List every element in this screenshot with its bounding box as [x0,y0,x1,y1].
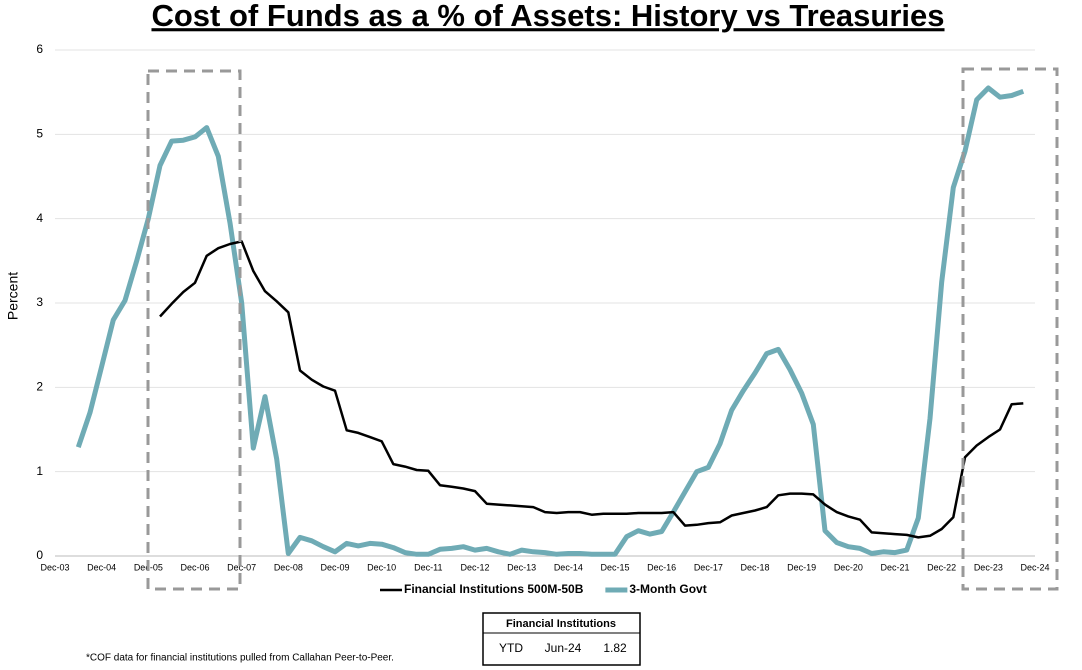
table-cell: YTD [499,641,523,655]
legend-label: Financial Institutions 500M-50B [404,582,584,596]
table-cell: 1.82 [603,641,627,655]
x-tick-label: Dec-21 [880,562,909,572]
x-tick-label: Dec-03 [40,562,69,572]
x-tick-label: Dec-16 [647,562,676,572]
x-tick-label: Dec-17 [694,562,723,572]
x-tick-label: Dec-07 [227,562,256,572]
x-tick-label: Dec-22 [927,562,956,572]
x-tick-label: Dec-24 [1020,562,1049,572]
x-tick-label: Dec-18 [740,562,769,572]
x-tick-label: Dec-12 [460,562,489,572]
data-table: Financial Institutions YTD Jun-24 1.82 [482,612,641,666]
x-tick-label: Dec-10 [367,562,396,572]
x-tick-label: Dec-14 [554,562,583,572]
y-tick-label: 5 [36,127,43,141]
y-tick-label: 0 [36,548,43,562]
y-tick-label: 3 [36,295,43,309]
legend: Financial Institutions 500M-50B 3-Month G… [380,582,707,596]
y-tick-label: 4 [36,211,43,225]
y-tick-label: 1 [36,464,43,478]
x-tick-label: Dec-13 [507,562,536,572]
x-tick-label: Dec-19 [787,562,816,572]
legend-label: 3-Month Govt [629,582,706,596]
footnote: *COF data for financial institutions pul… [86,653,394,664]
table-title: Financial Institutions [506,618,616,630]
series-line [159,240,1024,539]
x-tick-label: Dec-09 [320,562,349,572]
highlight-box [146,69,242,591]
chart-title: Cost of Funds as a % of Assets: History … [151,0,944,33]
x-tick-label: Dec-20 [834,562,863,572]
table-cell: Jun-24 [545,641,582,655]
x-tick-label: Dec-08 [274,562,303,572]
y-tick-label: 6 [36,42,43,56]
x-tick-label: Dec-23 [974,562,1003,572]
x-tick-label: Dec-11 [414,562,442,572]
x-tick-label: Dec-04 [87,562,116,572]
y-axis-label: Percent [5,272,21,320]
y-tick-label: 2 [36,380,43,394]
series-line [75,85,1025,557]
x-tick-label: Dec-15 [600,562,629,572]
x-tick-label: Dec-06 [180,562,209,572]
highlight-box [961,67,1059,591]
table-frame [482,612,641,666]
